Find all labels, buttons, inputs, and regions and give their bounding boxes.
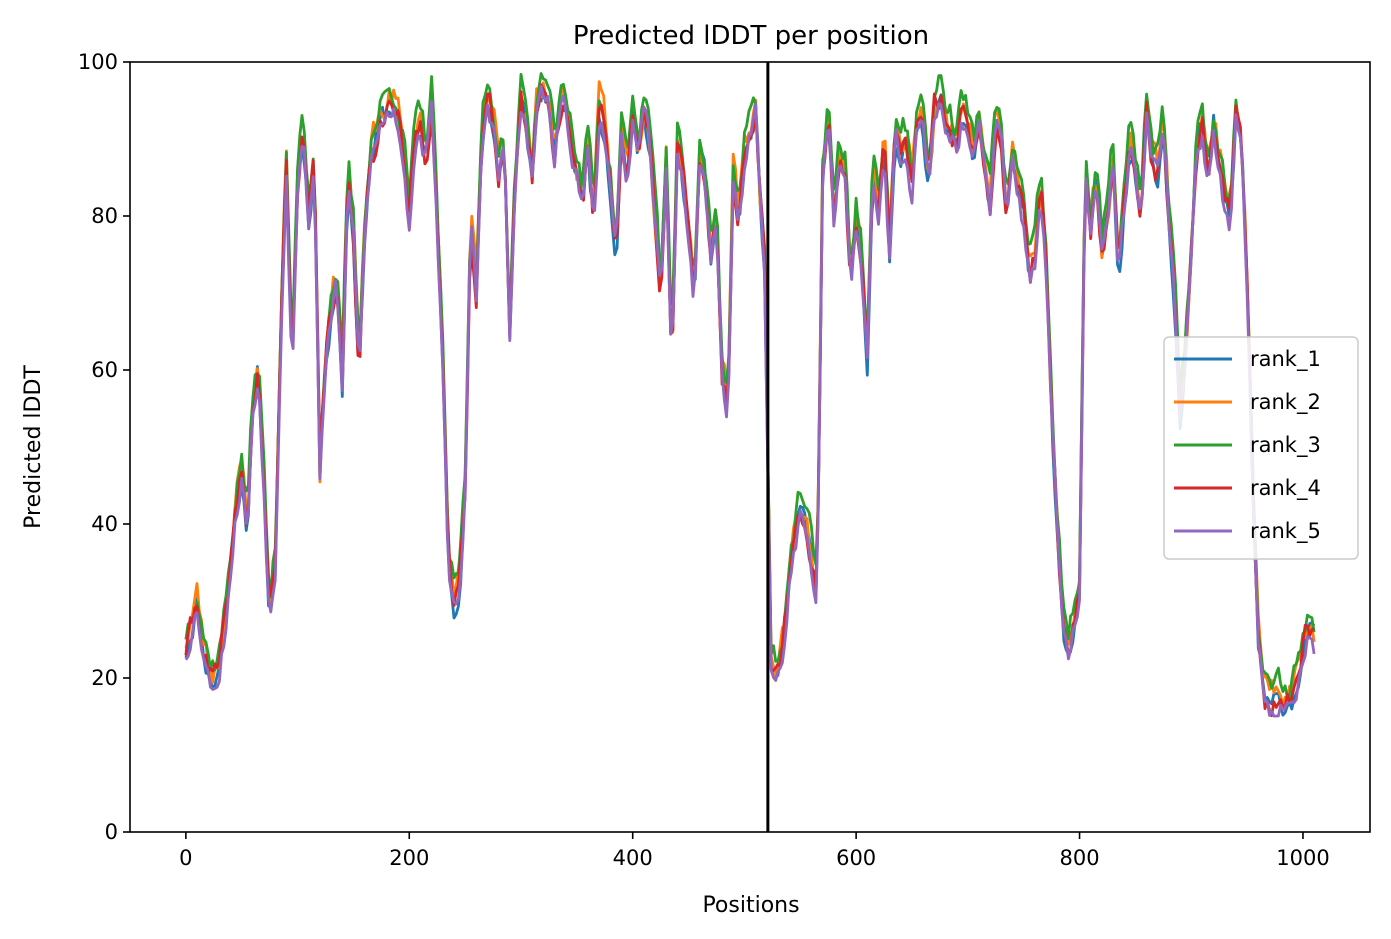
legend-label: rank_4: [1250, 476, 1321, 501]
plot-frame: [129, 61, 1371, 833]
series-line-rank_5: [184, 84, 1316, 718]
legend-label: rank_2: [1250, 390, 1321, 415]
y-axis-label: Predicted lDDT: [21, 365, 46, 529]
x-tick-label: 0: [179, 846, 192, 870]
legend-label: rank_3: [1250, 433, 1321, 458]
x-axis: 0 200 400 600 800 1000: [179, 832, 1330, 870]
y-tick-label: 100: [78, 50, 118, 74]
legend: rank_1 rank_2 rank_3 rank_4 rank_5: [1163, 336, 1359, 560]
series-line-rank_3: [184, 72, 1316, 700]
series-layer: [184, 72, 1316, 718]
x-tick-label: 400: [613, 846, 653, 870]
x-axis-label: Positions: [702, 893, 799, 918]
x-tick-label: 800: [1060, 846, 1100, 870]
y-tick-label: 60: [91, 358, 118, 382]
x-tick-label: 1000: [1276, 846, 1329, 870]
legend-label: rank_1: [1250, 347, 1321, 372]
y-tick-label: 40: [91, 512, 118, 536]
legend-label: rank_5: [1250, 519, 1321, 544]
y-tick-label: 0: [105, 820, 118, 844]
legend-box: [1163, 336, 1359, 560]
x-tick-label: 200: [389, 846, 429, 870]
y-tick-label: 20: [91, 666, 118, 690]
chart-title: Predicted lDDT per position: [573, 21, 929, 51]
y-tick-label: 80: [91, 204, 118, 228]
y-axis: 0 20 40 60 80 100: [78, 50, 130, 844]
x-tick-label: 600: [836, 846, 876, 870]
